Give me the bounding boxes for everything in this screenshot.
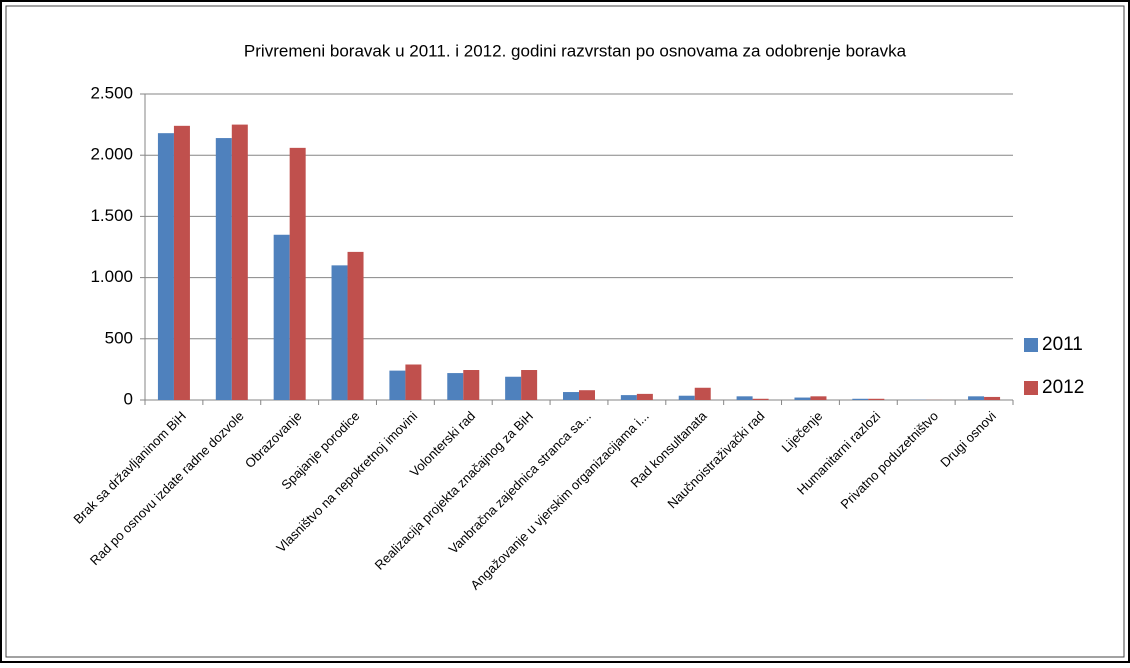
legend-swatch [1024, 381, 1038, 395]
bar [389, 371, 405, 400]
bar [216, 138, 232, 400]
bar [852, 399, 868, 400]
bar [521, 370, 537, 400]
bar [621, 395, 637, 400]
legend-swatch [1024, 338, 1038, 352]
bar [463, 370, 479, 400]
y-tick-label: 1.000 [90, 267, 133, 286]
bar [984, 397, 1000, 400]
bar [563, 392, 579, 400]
bar [810, 396, 826, 400]
bar [290, 148, 306, 400]
y-tick-label: 2.000 [90, 145, 133, 164]
bar [447, 373, 463, 400]
bar [348, 252, 364, 400]
bar [505, 377, 521, 400]
chart-title: Privremeni boravak u 2011. i 2012. godin… [244, 41, 907, 60]
bar [868, 399, 884, 400]
bar [695, 388, 711, 400]
legend-label: 2012 [1042, 377, 1084, 398]
bar [232, 125, 248, 400]
bar [274, 235, 290, 400]
bar [637, 394, 653, 400]
bar [174, 126, 190, 400]
bar [679, 396, 695, 400]
bar [968, 396, 984, 400]
bar [158, 133, 174, 400]
y-tick-label: 1.500 [90, 206, 133, 225]
y-tick-label: 0 [124, 389, 133, 408]
bar [794, 398, 810, 400]
bar [405, 365, 421, 400]
bar [332, 265, 348, 400]
bar [737, 396, 753, 400]
legend-label: 2011 [1042, 334, 1083, 355]
bar [753, 399, 769, 400]
y-tick-label: 2.500 [90, 83, 133, 102]
y-tick-label: 500 [105, 328, 133, 347]
bar [579, 390, 595, 400]
